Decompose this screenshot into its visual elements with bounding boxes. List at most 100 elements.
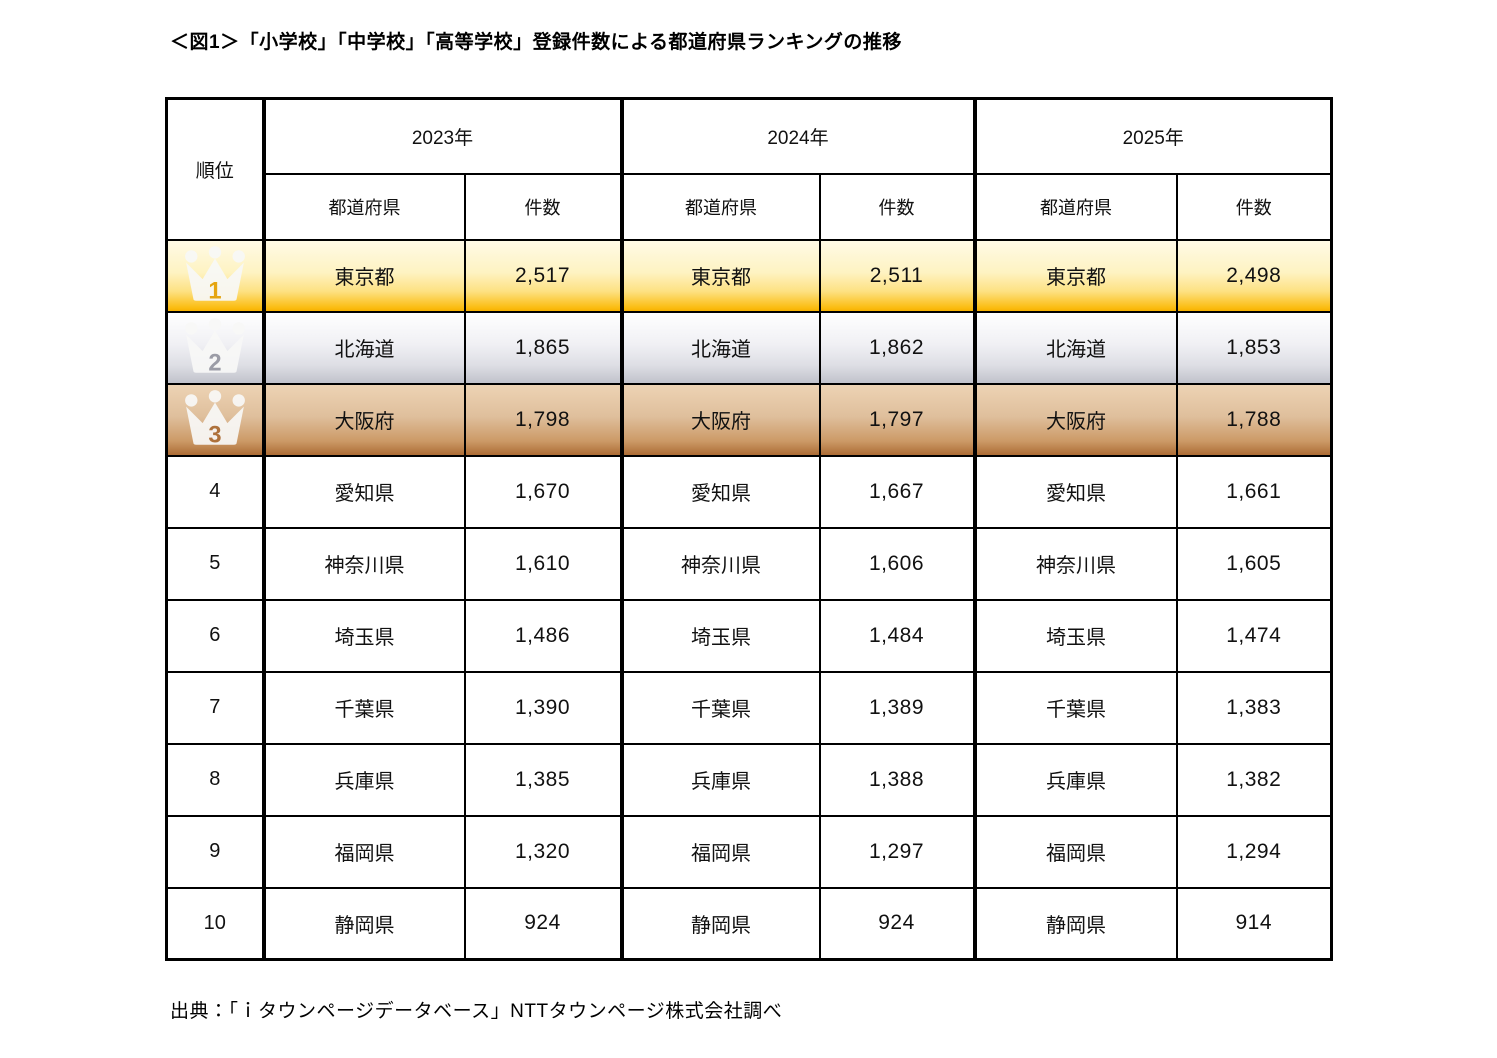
- count-cell: 1,383: [1175, 670, 1333, 745]
- count-cell: 1,605: [1175, 526, 1333, 601]
- source-note: 出典：「ｉタウンページデータベース」NTTタウンページ株式会社調べ: [170, 1001, 783, 1022]
- count-cell: 1,484: [818, 598, 976, 673]
- count-cell: 1,853: [1175, 310, 1333, 385]
- table-row-rank4: 4 愛知県 1,670 愛知県 1,667 愛知県 1,661: [165, 454, 1333, 529]
- prefecture-cell: 大阪府: [972, 382, 1178, 457]
- count-header-2025: 件数: [1175, 172, 1333, 241]
- prefecture-cell: 東京都: [619, 238, 821, 313]
- table-row-rank5: 5 神奈川県 1,610 神奈川県 1,606 神奈川県 1,605: [165, 526, 1333, 601]
- prefecture-cell: 埼玉県: [261, 598, 466, 673]
- prefecture-cell: 千葉県: [972, 670, 1178, 745]
- prefecture-cell: 愛知県: [619, 454, 821, 529]
- year-header-2025: 2025年: [972, 97, 1333, 175]
- count-cell: 914: [1175, 886, 1333, 961]
- count-header-2023: 件数: [463, 172, 623, 241]
- count-cell: 1,862: [818, 310, 976, 385]
- year-header-row: 順位 2023年 2024年 2025年: [165, 97, 1333, 241]
- count-cell: 1,294: [1175, 814, 1333, 889]
- count-cell: 1,797: [818, 382, 976, 457]
- table-row-rank3: 3 大阪府 1,798 大阪府 1,797 大阪府 1,788: [165, 382, 1333, 457]
- prefecture-cell: 北海道: [619, 310, 821, 385]
- gold-crown-icon: 1: [184, 245, 245, 304]
- table-row-rank9: 9 福岡県 1,320 福岡県 1,297 福岡県 1,294: [165, 814, 1333, 889]
- prefecture-cell: 静岡県: [261, 886, 466, 961]
- silver-crown-icon: 2: [184, 317, 245, 376]
- prefecture-cell: 静岡県: [972, 886, 1178, 961]
- count-cell: 1,610: [463, 526, 623, 601]
- prefecture-header-2024: 都道府県: [619, 172, 821, 241]
- count-cell: 924: [463, 886, 623, 961]
- count-cell: 2,511: [818, 238, 976, 313]
- prefecture-cell: 埼玉県: [619, 598, 821, 673]
- count-cell: 924: [818, 886, 976, 961]
- ranking-table: 順位 2023年 2024年 2025年 都道府県 件数 都道府県 件数 都道府…: [165, 97, 1333, 961]
- rank-cell: 7: [165, 670, 265, 745]
- rank-cell: 5: [165, 526, 265, 601]
- count-cell: 1,798: [463, 382, 623, 457]
- count-cell: 1,865: [463, 310, 623, 385]
- prefecture-header-2023: 都道府県: [261, 172, 466, 241]
- prefecture-cell: 北海道: [261, 310, 466, 385]
- prefecture-cell: 東京都: [972, 238, 1178, 313]
- count-cell: 1,606: [818, 526, 976, 601]
- prefecture-cell: 兵庫県: [619, 742, 821, 817]
- bronze-crown-icon: 3: [184, 389, 245, 448]
- year-header-2024: 2024年: [619, 97, 976, 175]
- prefecture-cell: 愛知県: [972, 454, 1178, 529]
- rank-cell: 4: [165, 454, 265, 529]
- prefecture-cell: 福岡県: [261, 814, 466, 889]
- table-row-rank8: 8 兵庫県 1,385 兵庫県 1,388 兵庫県 1,382: [165, 742, 1333, 817]
- count-cell: 1,389: [818, 670, 976, 745]
- table-row-rank1: 1 東京都 2,517 東京都 2,511 東京都 2,498: [165, 238, 1333, 313]
- rank-column-header: 順位: [165, 97, 265, 241]
- prefecture-cell: 兵庫県: [261, 742, 466, 817]
- count-cell: 1,320: [463, 814, 623, 889]
- count-cell: 1,385: [463, 742, 623, 817]
- prefecture-cell: 福岡県: [619, 814, 821, 889]
- prefecture-cell: 千葉県: [261, 670, 466, 745]
- prefecture-cell: 静岡県: [619, 886, 821, 961]
- sub-header-row: 都道府県 件数 都道府県 件数 都道府県 件数: [167, 172, 1333, 241]
- count-cell: 1,297: [818, 814, 976, 889]
- table-row-rank7: 7 千葉県 1,390 千葉県 1,389 千葉県 1,383: [165, 670, 1333, 745]
- prefecture-cell: 神奈川県: [261, 526, 466, 601]
- prefecture-cell: 北海道: [972, 310, 1178, 385]
- count-cell: 1,670: [463, 454, 623, 529]
- rank-cell: 10: [165, 886, 265, 961]
- rank-cell: 3: [165, 382, 265, 457]
- count-header-2024: 件数: [818, 172, 976, 241]
- table-row-rank2: 2 北海道 1,865 北海道 1,862 北海道 1,853: [165, 310, 1333, 385]
- prefecture-cell: 埼玉県: [972, 598, 1178, 673]
- count-cell: 1,382: [1175, 742, 1333, 817]
- count-cell: 1,667: [818, 454, 976, 529]
- rank-cell: 6: [165, 598, 265, 673]
- prefecture-cell: 千葉県: [619, 670, 821, 745]
- prefecture-cell: 神奈川県: [972, 526, 1178, 601]
- prefecture-cell: 愛知県: [261, 454, 466, 529]
- count-cell: 1,486: [463, 598, 623, 673]
- prefecture-cell: 大阪府: [619, 382, 821, 457]
- year-header-2023: 2023年: [261, 97, 623, 175]
- rank-cell: 9: [165, 814, 265, 889]
- prefecture-header-2025: 都道府県: [972, 172, 1178, 241]
- prefecture-cell: 神奈川県: [619, 526, 821, 601]
- prefecture-cell: 大阪府: [261, 382, 466, 457]
- figure-title: ＜図1＞「小学校」「中学校」「高等学校」登録件数による都道府県ランキングの推移: [170, 32, 902, 53]
- count-cell: 2,517: [463, 238, 623, 313]
- rank-cell: 1: [165, 238, 265, 313]
- rank-number: 1: [208, 278, 221, 304]
- prefecture-cell: 福岡県: [972, 814, 1178, 889]
- rank-cell: 8: [165, 742, 265, 817]
- table-row-rank10: 10 静岡県 924 静岡県 924 静岡県 914: [165, 886, 1333, 961]
- count-cell: 1,788: [1175, 382, 1333, 457]
- prefecture-cell: 東京都: [261, 238, 466, 313]
- prefecture-cell: 兵庫県: [972, 742, 1178, 817]
- table-row-rank6: 6 埼玉県 1,486 埼玉県 1,484 埼玉県 1,474: [165, 598, 1333, 673]
- prefecture-ranking-table: 順位 2023年 2024年 2025年 都道府県 件数 都道府県 件数 都道府…: [165, 97, 1333, 961]
- rank-number: 3: [208, 422, 221, 448]
- rank-cell: 2: [165, 310, 265, 385]
- rank-number: 2: [208, 350, 221, 376]
- count-cell: 1,661: [1175, 454, 1333, 529]
- count-cell: 1,390: [463, 670, 623, 745]
